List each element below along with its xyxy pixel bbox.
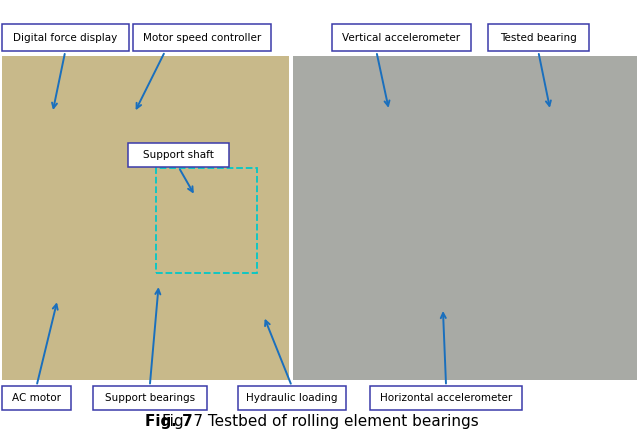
FancyBboxPatch shape [370,386,522,410]
Text: Hydraulic loading: Hydraulic loading [246,393,337,403]
Text: Fig. 7: Fig. 7 [145,414,198,429]
FancyBboxPatch shape [2,386,71,410]
Text: Digital force display: Digital force display [13,33,117,43]
Text: Horizontal accelerometer: Horizontal accelerometer [380,393,512,403]
FancyBboxPatch shape [128,143,229,167]
Text: Support bearings: Support bearings [105,393,195,403]
FancyBboxPatch shape [93,386,207,410]
FancyBboxPatch shape [2,24,129,51]
Text: Tested bearing: Tested bearing [500,33,577,43]
FancyBboxPatch shape [332,24,471,51]
Text: Motor speed controller: Motor speed controller [143,33,261,43]
FancyBboxPatch shape [293,56,637,380]
FancyBboxPatch shape [238,386,346,410]
Text: AC motor: AC motor [12,393,61,403]
Text: Fig. 7 Testbed of rolling element bearings: Fig. 7 Testbed of rolling element bearin… [162,414,478,429]
FancyBboxPatch shape [2,56,289,380]
Text: Support shaft: Support shaft [143,150,214,160]
FancyBboxPatch shape [133,24,271,51]
FancyBboxPatch shape [488,24,589,51]
Text: Vertical accelerometer: Vertical accelerometer [342,33,460,43]
